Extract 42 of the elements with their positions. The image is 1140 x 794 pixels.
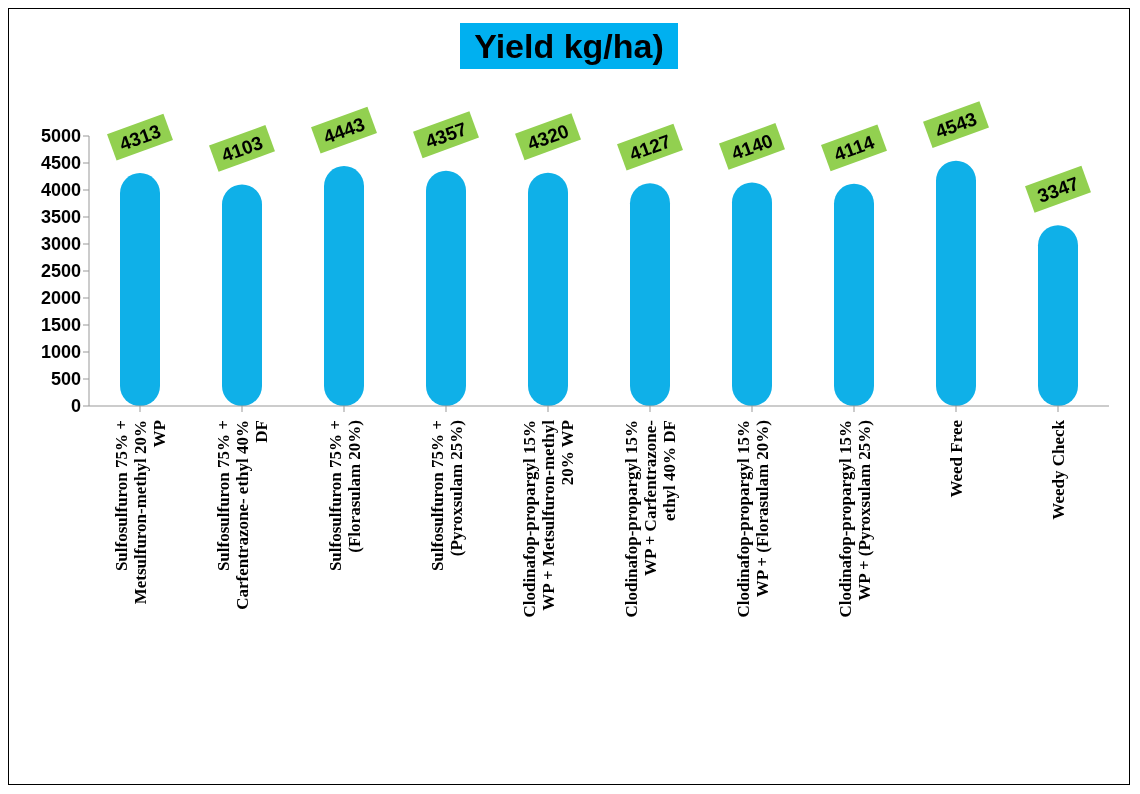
x-tick-label: Sulfosulfuron 75% + (Pyroxsulam 25%) — [427, 420, 466, 572]
bar — [426, 170, 466, 406]
bar — [120, 173, 160, 406]
x-tick-label: Clodinafop-propargyl 15% WP + (Pyroxsulam 25%) — [835, 420, 874, 618]
x-tick-label: Weedy Check — [1049, 419, 1068, 520]
x-tick-label: Clodinafop-propargyl 15% WP + (Florasulam 20%) — [733, 420, 772, 618]
data-label: 4103 — [218, 131, 266, 167]
data-label: 4140 — [728, 129, 776, 165]
x-tick-label: Sulfosulfuron 75% + Metsulfuron-methyl 20% WP — [112, 420, 169, 605]
y-tick-label: 0 — [70, 396, 81, 417]
data-label: 4313 — [116, 120, 164, 155]
bar — [936, 160, 976, 406]
data-label: 4443 — [320, 113, 368, 148]
y-tick-label: 4500 — [40, 153, 81, 174]
y-tick-label: 4000 — [40, 180, 81, 201]
y-tick-label: 2500 — [40, 261, 81, 282]
y-tick-label: 1500 — [40, 315, 81, 336]
data-label: 4543 — [932, 108, 980, 143]
y-tick-label: 5000 — [40, 126, 81, 147]
bar — [1038, 225, 1078, 406]
x-tick-label: Sulfosulfuron 75% + (Florasulam 20%) — [325, 420, 364, 572]
bar — [630, 183, 670, 406]
bar — [834, 183, 874, 406]
data-label: 4320 — [524, 120, 572, 155]
bar — [324, 166, 364, 406]
y-tick-label: 500 — [50, 369, 81, 390]
data-label: 4114 — [831, 131, 878, 166]
y-tick-label: 2000 — [40, 288, 81, 309]
x-tick-label: Sulfosulfuron 75% + Carfentrazone- ethyl 40% DF — [214, 420, 271, 610]
x-tick-label: Weed Free — [947, 419, 966, 498]
x-tick-label: Clodinafop-propargyl 15% WP + Metsulfuron-methyl 20% WP — [520, 419, 577, 618]
bar — [528, 172, 568, 406]
data-label: 4357 — [422, 118, 470, 153]
bar — [732, 182, 772, 406]
x-tick-label: Clodinafop-propargyl 15% WP + Carfentrazone- ethyl 40% DF — [622, 419, 679, 618]
y-tick-label: 3500 — [40, 207, 81, 228]
data-label: 4127 — [626, 130, 674, 165]
y-tick-label: 1000 — [40, 342, 81, 363]
y-tick-label: 3000 — [40, 234, 81, 255]
bar — [222, 184, 262, 406]
data-label: 3347 — [1034, 172, 1082, 207]
chart-title: Yield kg/ha) — [460, 23, 678, 69]
